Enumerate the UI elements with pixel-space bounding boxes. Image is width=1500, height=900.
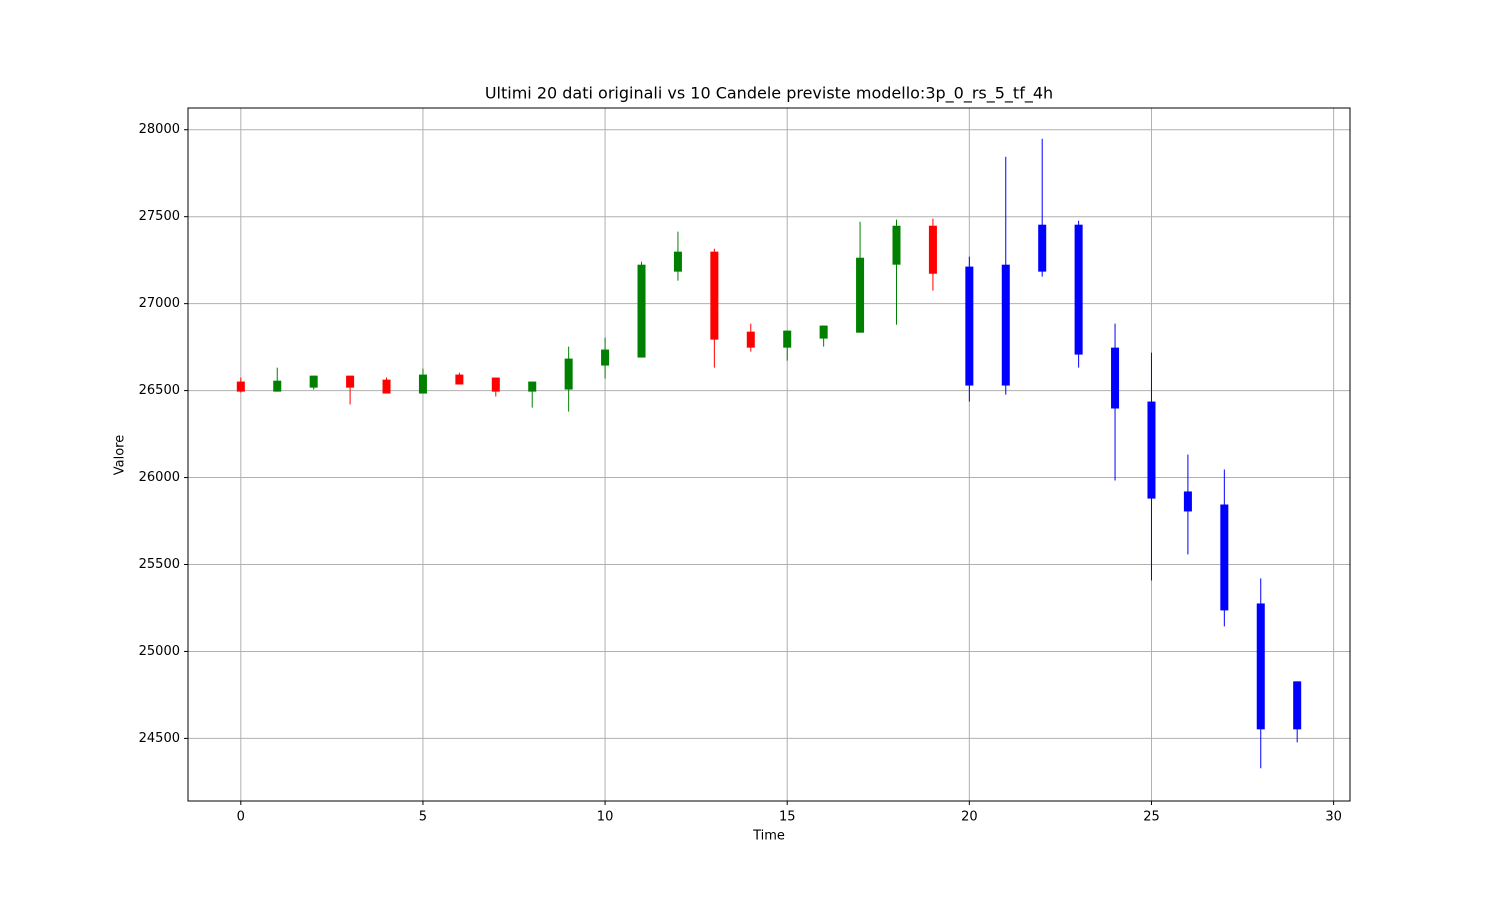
candle-body (601, 349, 610, 366)
x-tick-label: 5 (419, 810, 427, 825)
candle-body (746, 331, 755, 348)
candle-body (564, 358, 573, 390)
candle-body (346, 375, 355, 388)
candle-body (637, 264, 646, 358)
candle-body (856, 257, 865, 333)
candle-body (1183, 491, 1192, 512)
candle-body (1001, 264, 1010, 386)
y-tick-label: 25500 (139, 557, 180, 572)
candle-body (1038, 224, 1047, 272)
candle-body (273, 380, 282, 392)
y-tick-label: 26000 (139, 470, 180, 485)
x-tick-label: 10 (597, 810, 614, 825)
candle-body (236, 381, 245, 392)
y-axis-label: Valore (113, 435, 128, 475)
candle-body (1256, 603, 1265, 730)
chart-title: Ultimi 20 dati originali vs 10 Candele p… (485, 84, 1053, 104)
candles (236, 138, 1302, 769)
x-tick-label: 25 (1143, 810, 1160, 825)
x-tick-label: 15 (779, 810, 796, 825)
candle-body (710, 251, 719, 340)
x-tick-label: 20 (961, 810, 978, 825)
candle-body (965, 266, 974, 386)
candle-body (455, 374, 464, 385)
candle-body (1293, 681, 1302, 730)
candle-body (1220, 504, 1229, 611)
candle-body (382, 379, 391, 394)
candle-body (1074, 224, 1083, 355)
candle-body (1111, 347, 1120, 409)
candle-body (1147, 401, 1156, 499)
candle-body (491, 377, 500, 392)
y-tick-label: 26500 (139, 383, 180, 398)
x-axis-label: Time (752, 829, 785, 844)
candle-body (528, 381, 537, 392)
candle-body (783, 330, 792, 348)
candle-body (418, 374, 427, 394)
candle-body (819, 325, 828, 339)
candle-body (928, 225, 937, 274)
y-tick-label: 27500 (139, 209, 180, 224)
candle-body (309, 375, 318, 388)
y-tick-label: 27000 (139, 296, 180, 311)
candle-body (892, 225, 901, 265)
plot-frame (187, 107, 1351, 802)
y-tick-label: 24500 (139, 731, 180, 746)
grid: 0 5 10 15 20 25 30 24500 25000 25500 26000 26500 270… (139, 108, 1350, 825)
candle-body (673, 251, 682, 272)
x-tick-label: 0 (237, 810, 245, 825)
x-tick-label: 30 (1325, 810, 1342, 825)
y-tick-label: 28000 (139, 122, 180, 137)
y-tick-label: 25000 (139, 644, 180, 659)
